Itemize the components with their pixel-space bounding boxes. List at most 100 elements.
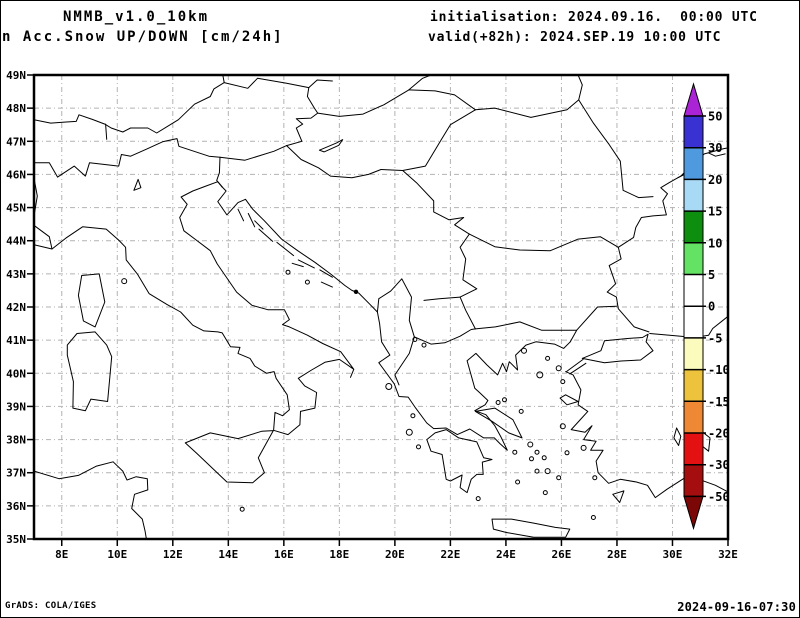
island <box>412 337 418 342</box>
colorbar-segment <box>684 211 703 243</box>
coastline <box>474 305 617 331</box>
coastline <box>413 328 476 345</box>
colorbar-segment <box>684 464 703 497</box>
lat-tick-label: 39N <box>6 400 26 413</box>
island <box>515 479 521 485</box>
coastline <box>318 139 344 153</box>
coastline <box>133 178 142 191</box>
coastline <box>286 145 404 179</box>
grads-credit: GrADS: COLA/IGES <box>5 601 97 611</box>
island <box>534 468 540 474</box>
island <box>580 444 587 451</box>
coastline <box>317 75 432 117</box>
coastline <box>237 208 245 222</box>
island <box>512 449 518 455</box>
coastlines-and-borders <box>34 75 728 539</box>
lon-tick-label: 24E <box>496 548 516 561</box>
coastline <box>254 220 264 230</box>
island <box>521 347 527 354</box>
lat-tick-label: 36N <box>6 500 26 513</box>
colorbar-tick-label: 5 <box>708 268 715 282</box>
coastline <box>223 77 333 89</box>
coastline <box>459 233 478 330</box>
lon-tick-label: 20E <box>385 548 405 561</box>
colorbar-segment <box>684 179 703 212</box>
coastline <box>423 296 461 301</box>
island <box>590 515 596 520</box>
colorbar-tick-label: -10 <box>708 363 730 377</box>
coastline <box>402 170 470 235</box>
coastline <box>565 358 584 373</box>
island <box>405 428 413 436</box>
coastline <box>66 331 113 412</box>
lat-tick-label: 47N <box>6 135 26 148</box>
coastline <box>216 156 223 188</box>
colorbar-tick-label: 15 <box>708 205 722 219</box>
island <box>304 279 310 285</box>
colorbar-tick-label: 20 <box>708 173 722 187</box>
coastline <box>184 430 274 484</box>
island <box>534 449 540 455</box>
colorbar-tick-label: -50 <box>708 490 730 504</box>
map-frame <box>32 73 730 541</box>
coastline <box>673 427 682 446</box>
island <box>527 441 534 448</box>
colorbar-arrow-top <box>683 82 704 117</box>
map-axes: 49N 48N 47N 46N 45N 44N 43N 42N 41N 40N 39N 38N 37N 3… <box>6 69 738 561</box>
colorbar-tick-label: -5 <box>708 331 722 345</box>
coastline <box>258 228 274 242</box>
coastline <box>297 259 315 269</box>
island <box>385 383 393 390</box>
coastline <box>105 123 108 140</box>
lat-tick-label: 44N <box>6 235 26 248</box>
lat-tick-label: 46N <box>6 168 26 181</box>
lon-tick-label: 8E <box>55 548 68 561</box>
island <box>121 278 128 285</box>
colorbar-segment <box>684 147 703 180</box>
lat-tick-label: 42N <box>6 301 26 314</box>
map-gridlines <box>34 75 728 539</box>
lon-tick-label: 30E <box>663 548 683 561</box>
colorbar-segment <box>684 116 703 148</box>
lon-tick-label: 32E <box>718 548 738 561</box>
island <box>529 456 534 462</box>
coast-detail-blob <box>353 289 359 294</box>
island <box>564 450 570 456</box>
lat-tick-label: 43N <box>6 268 26 281</box>
lon-tick-label: 12E <box>163 548 183 561</box>
colorbar-segment <box>684 369 703 402</box>
lat-tick-label: 45N <box>6 202 26 215</box>
colorbar-tick-label: 0 <box>708 300 715 314</box>
coastline <box>319 269 333 278</box>
colorbar-tick-label: 30 <box>708 141 722 155</box>
coastline <box>468 233 619 252</box>
lat-tick-label: 48N <box>6 102 26 115</box>
island <box>542 490 548 496</box>
island <box>544 468 551 475</box>
colorbar-arrow-bottom <box>683 495 704 531</box>
island <box>410 413 416 419</box>
island <box>555 365 562 372</box>
island <box>559 423 566 430</box>
island <box>536 371 544 379</box>
coastline <box>565 371 728 499</box>
field-title: n Acc.Snow UP/DOWN [cm/24h] <box>2 29 284 45</box>
island <box>421 342 427 348</box>
coastline <box>34 181 355 436</box>
lon-tick-label: 14E <box>218 548 238 561</box>
coastline <box>491 518 571 538</box>
colorbar-tick-label: 50 <box>708 110 722 124</box>
colorbar-segment <box>684 337 703 370</box>
model-title: NMMB_v1.0_10km <box>63 9 210 25</box>
colorbar-segment <box>684 274 703 307</box>
island <box>475 496 481 502</box>
colorbar-segment <box>684 401 703 433</box>
valid-line: valid(+82h): 2024.SEP.19 10:00 UTC <box>428 30 722 45</box>
island <box>560 379 566 385</box>
coastline <box>34 75 225 134</box>
coastline <box>581 333 654 364</box>
lon-tick-label: 18E <box>329 548 349 561</box>
lat-tick-label: 38N <box>6 434 26 447</box>
island <box>502 397 507 403</box>
